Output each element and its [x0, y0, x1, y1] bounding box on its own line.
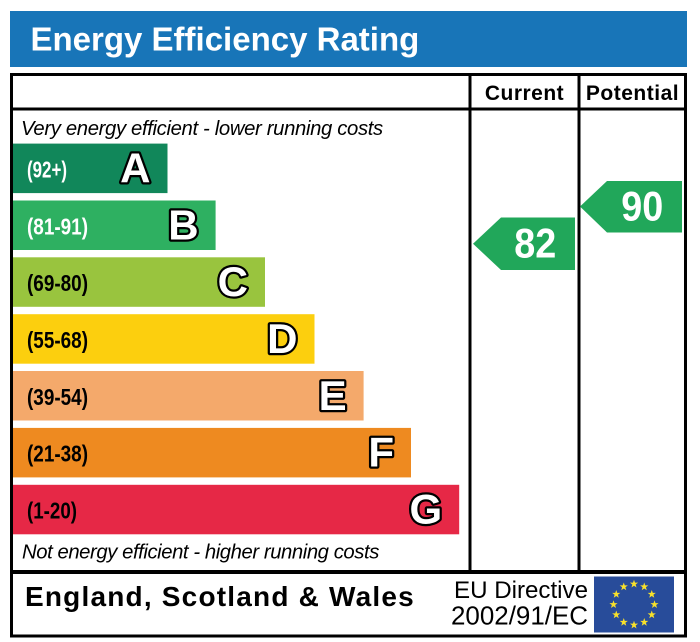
svg-text:(39-54): (39-54): [27, 384, 88, 410]
svg-text:A: A: [120, 144, 150, 191]
svg-text:(81-91): (81-91): [27, 213, 88, 239]
svg-text:2002/91/EC: 2002/91/EC: [451, 603, 588, 631]
svg-text:F: F: [368, 429, 394, 476]
svg-text:EU Directive: EU Directive: [454, 577, 588, 604]
svg-text:Very energy efficient - lower: Very energy efficient - lower running co…: [21, 118, 383, 140]
svg-text:(55-68): (55-68): [27, 327, 88, 353]
svg-text:(1-20): (1-20): [27, 498, 77, 524]
svg-text:(21-38): (21-38): [27, 441, 88, 467]
svg-text:G: G: [410, 486, 443, 533]
svg-text:E: E: [319, 372, 347, 419]
svg-text:B: B: [168, 201, 198, 248]
svg-text:Not energy efficient - higher: Not energy efficient - higher running co…: [22, 542, 379, 564]
svg-text:D: D: [267, 315, 297, 362]
svg-text:(69-80): (69-80): [27, 270, 88, 296]
svg-text:Energy Efficiency Rating: Energy Efficiency Rating: [31, 21, 420, 58]
svg-text:C: C: [218, 258, 248, 305]
svg-text:90: 90: [621, 182, 663, 229]
svg-text:Potential: Potential: [586, 82, 679, 105]
svg-text:England, Scotland & Wales: England, Scotland & Wales: [25, 581, 415, 612]
svg-text:(92+): (92+): [27, 156, 67, 182]
svg-text:82: 82: [514, 219, 556, 266]
svg-text:Current: Current: [485, 82, 564, 105]
